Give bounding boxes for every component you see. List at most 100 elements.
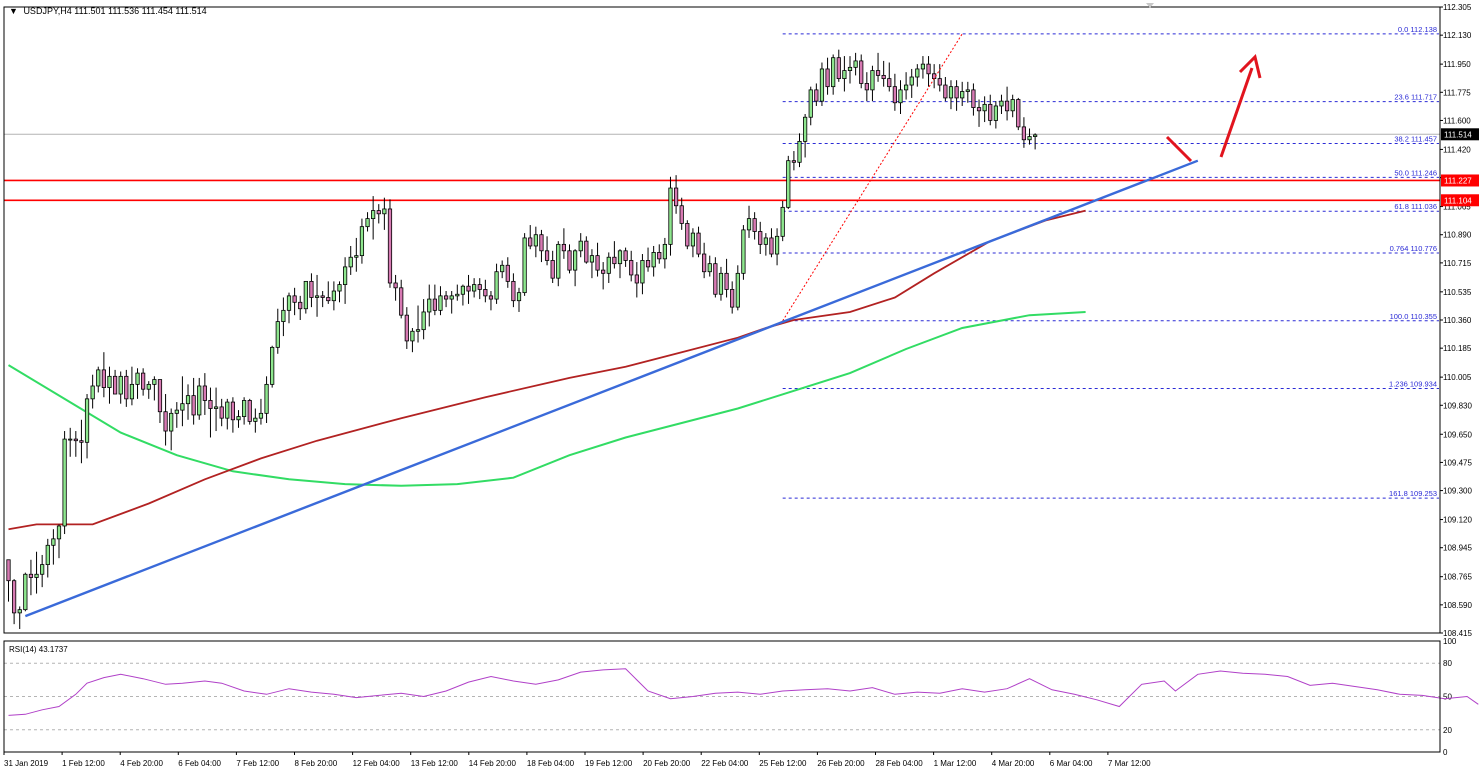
candle-body	[225, 401, 230, 419]
candle	[34, 551, 39, 594]
candle	[399, 279, 404, 319]
scroll-marker-icon	[1146, 3, 1154, 8]
candle-body	[640, 260, 645, 284]
time-label: 6 Mar 04:00	[1050, 759, 1093, 768]
candle	[107, 366, 112, 404]
price-tick-label: 111.950	[1443, 60, 1471, 69]
candle	[999, 94, 1004, 115]
candle	[853, 52, 858, 76]
candle	[449, 291, 454, 314]
candle-body	[79, 440, 84, 443]
candle-body	[427, 298, 432, 313]
candle	[6, 559, 11, 602]
candle-body	[90, 385, 95, 400]
candle	[90, 374, 95, 409]
candle	[634, 262, 639, 298]
candle-body	[870, 70, 875, 91]
candle	[169, 408, 174, 451]
price-tick-label: 110.890	[1443, 231, 1472, 240]
candle	[404, 307, 409, 349]
candle-body	[1010, 99, 1015, 112]
labels: 0.0 112.138 23.6 111.717 38.2 111.457 50.0 …	[1389, 25, 1479, 498]
candle	[651, 245, 656, 277]
candle	[393, 274, 398, 301]
rsi-axis-label: 100	[1443, 637, 1457, 646]
candle-body	[836, 57, 841, 80]
candle-body	[511, 280, 516, 302]
candle-body	[752, 218, 757, 232]
time-label: 4 Mar 20:00	[992, 759, 1035, 768]
candle	[690, 228, 696, 258]
candle-body	[668, 187, 673, 245]
candle-body	[40, 564, 45, 575]
candle-body	[1021, 126, 1027, 141]
candle	[56, 524, 62, 559]
candle-body	[213, 406, 219, 409]
candle-body	[679, 205, 684, 224]
candle	[673, 175, 679, 214]
candle-body	[28, 573, 34, 578]
candle-body	[735, 272, 740, 308]
candle	[842, 56, 847, 92]
candle	[892, 73, 897, 111]
candle-body	[696, 232, 701, 255]
fib-level-label: 61.8 111.036	[1394, 202, 1437, 211]
candle	[483, 279, 488, 303]
candle-body	[561, 243, 566, 252]
candle-body	[960, 91, 965, 99]
candle-body	[875, 70, 881, 76]
candle-body	[539, 234, 544, 252]
candle	[606, 252, 611, 283]
rsi-axis-label: 20	[1443, 726, 1452, 735]
candle	[17, 606, 22, 629]
candle	[904, 72, 909, 100]
collapse-glyph: ▼	[9, 6, 18, 16]
candle-body	[724, 272, 729, 290]
candle-body	[965, 89, 970, 92]
rsi-panel: 100 80 50 20 0 RSI(14) 43.1737	[4, 637, 1479, 757]
resistance-price-box	[1441, 174, 1479, 187]
candle	[1027, 128, 1032, 145]
candle-body	[915, 68, 920, 78]
candle	[219, 398, 224, 427]
candle	[926, 56, 931, 87]
candle	[982, 96, 987, 123]
time-label: 25 Feb 12:00	[759, 759, 807, 768]
candle-body	[488, 295, 494, 300]
candle-body	[774, 235, 780, 255]
candle-body	[1027, 136, 1032, 141]
candle	[556, 241, 561, 287]
candle-body	[881, 74, 886, 80]
candle	[623, 247, 628, 267]
price-tick-label: 110.005	[1443, 373, 1472, 382]
candle-body	[270, 346, 275, 385]
candle-body	[438, 295, 443, 311]
candle	[909, 68, 914, 98]
candle-body	[1016, 99, 1021, 128]
candle-body	[185, 395, 191, 405]
candle	[573, 249, 578, 287]
candle	[28, 559, 34, 596]
arrow-up-head	[1238, 54, 1262, 79]
fib-level-label: 0.764 110.776	[1390, 244, 1437, 253]
candle	[791, 151, 797, 171]
candle	[859, 54, 864, 89]
candle	[976, 99, 982, 127]
candle	[118, 371, 123, 404]
candle-body	[516, 292, 522, 302]
candle	[702, 242, 707, 279]
candle-body	[505, 264, 510, 282]
candle-body	[898, 89, 903, 104]
candle-body	[791, 160, 797, 163]
candle	[415, 305, 421, 343]
candle-body	[533, 234, 538, 247]
time-label: 20 Feb 20:00	[643, 759, 691, 768]
candle	[887, 62, 892, 92]
candle-body	[595, 255, 600, 271]
time-label: 26 Feb 20:00	[817, 759, 865, 768]
candle-body	[819, 68, 825, 102]
candle-body	[208, 400, 213, 409]
candle-body	[567, 250, 572, 271]
candle	[965, 81, 970, 103]
